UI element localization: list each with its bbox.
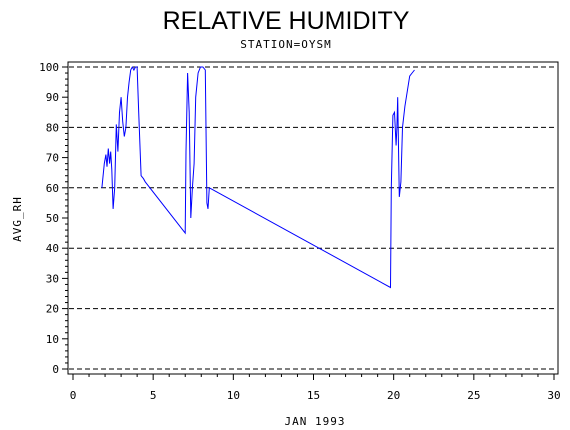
x-tick-label: 10 (227, 389, 240, 402)
y-axis-label: AVG_RH (11, 196, 24, 242)
x-tick-label: 5 (150, 389, 157, 402)
y-tick-label: 90 (46, 91, 59, 104)
y-tick-label: 0 (52, 363, 59, 376)
y-tick-label: 80 (46, 121, 59, 134)
y-tick-label: 20 (46, 303, 59, 316)
y-tick-label: 10 (46, 333, 59, 346)
series-line (101, 65, 415, 289)
tick-marks (62, 66, 555, 380)
y-tick-label: 40 (46, 242, 59, 255)
x-tick-label: 25 (467, 389, 480, 402)
series-layer (101, 65, 415, 289)
x-tick-label: 0 (70, 389, 77, 402)
x-tick-label: 20 (387, 389, 400, 402)
y-tick-label: 60 (46, 182, 59, 195)
y-tick-label: 30 (46, 272, 59, 285)
chart-title: RELATIVE HUMIDITY (163, 7, 410, 35)
y-tick-label: 50 (46, 212, 59, 225)
y-tick-label: 100 (39, 61, 59, 74)
y-tick-label: 70 (46, 152, 59, 165)
chart-subtitle: STATION=OYSM (240, 38, 331, 51)
x-tick-label: 30 (547, 389, 560, 402)
tick-labels: 0 10 20 30 40 50 60 70 80 90 100 0 5 10 15 20 25 30 (39, 61, 561, 402)
x-axis-label: JAN 1993 (285, 415, 346, 428)
x-tick-label: 15 (307, 389, 320, 402)
